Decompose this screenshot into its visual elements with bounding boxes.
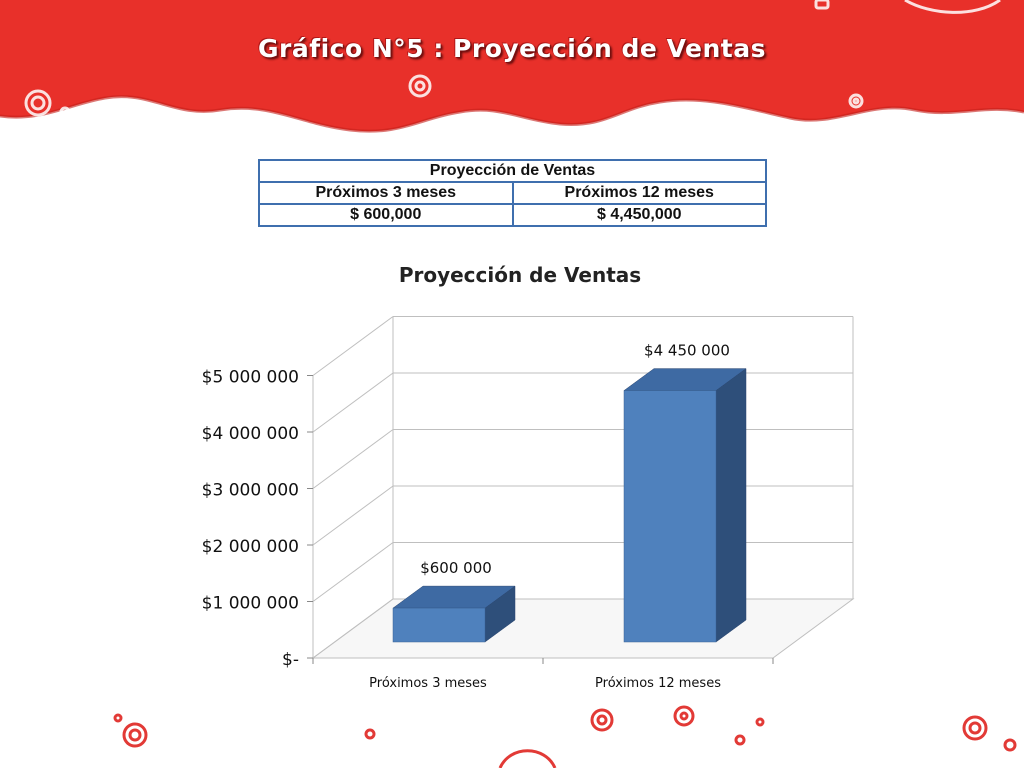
y-tick-label: $1 000 000 (202, 594, 299, 614)
gridline-diagonal (312, 316, 394, 376)
summary-table-title: Proyección de Ventas (258, 159, 767, 183)
y-axis-ticks: $- $1 000 000 $2 000 000 $3 000 000 $4 000 0… (202, 368, 299, 671)
data-label: $4 450 000 (644, 342, 730, 360)
y-tick-label: $4 000 000 (202, 424, 299, 444)
summary-table: Proyección de Ventas Próximos 3 meses Pr… (258, 159, 767, 227)
bar-side (715, 368, 747, 643)
data-label: $600 000 (420, 559, 492, 577)
chart-bars (392, 368, 747, 643)
x-tick-label: Próximos 12 meses (595, 676, 721, 691)
y-tick-label: $5 000 000 (202, 368, 299, 388)
banner-shadow (0, 95, 1024, 133)
summary-value-3-months: $ 600,000 (258, 203, 514, 227)
summary-header-12-months: Próximos 12 meses (511, 181, 767, 205)
gridline-diagonal (312, 542, 394, 602)
y-tick-label: $2 000 000 (202, 537, 299, 557)
chart-title: Proyección de Ventas (399, 263, 641, 287)
bar (623, 390, 717, 643)
chart-grid (307, 316, 855, 664)
red-banner (0, 0, 1024, 132)
swirl-decorations (24, 0, 1001, 118)
chart-labels: $600 000 Próximos 3 meses $4 450 000 Próxim… (369, 342, 730, 691)
x-tick-label: Próximos 3 meses (369, 676, 487, 691)
gridline-diagonal (312, 485, 394, 546)
gridline-diagonal (312, 372, 394, 433)
y-tick-label: $- (282, 650, 299, 670)
bottom-swirls (113, 705, 1017, 768)
summary-header-3-months: Próximos 3 meses (258, 181, 514, 205)
gridline-diagonal (312, 598, 394, 659)
y-tick-label: $3 000 000 (202, 481, 299, 501)
bar (392, 607, 486, 643)
summary-value-12-months: $ 4,450,000 (511, 203, 767, 227)
gridline-diagonal (312, 429, 394, 489)
slide-title: Gráfico N°5 : Proyección de Ventas (257, 34, 767, 63)
